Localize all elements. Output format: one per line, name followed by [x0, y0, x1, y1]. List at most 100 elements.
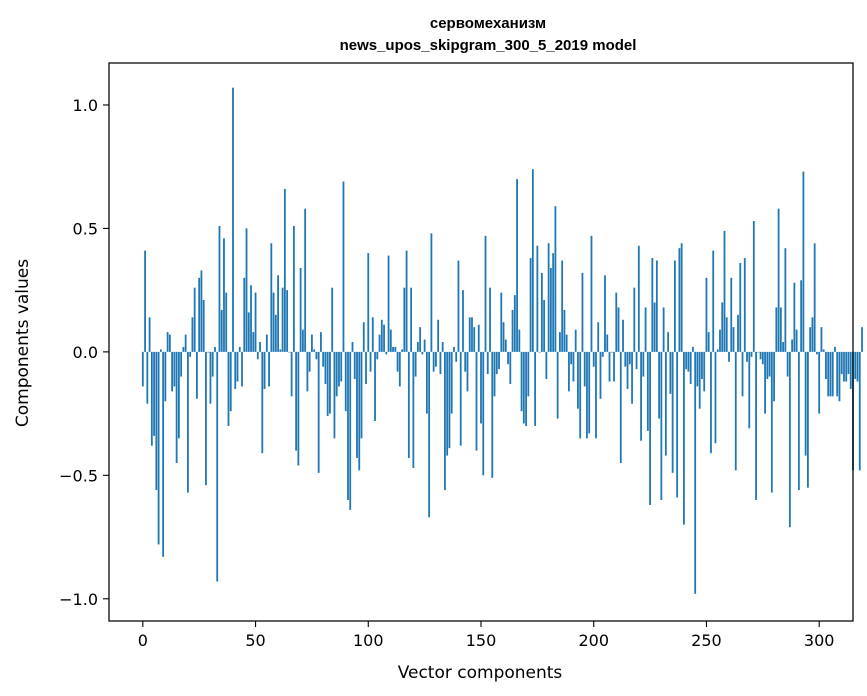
bar-157: [495, 351, 498, 375]
bar-251: [707, 332, 710, 352]
bar-66: [290, 351, 293, 397]
bar-197: [586, 351, 588, 439]
bar-45: [243, 277, 246, 352]
bar-79: [320, 332, 322, 352]
bar-80: [322, 351, 325, 367]
bar-203: [599, 351, 602, 399]
bar-106: [380, 319, 383, 352]
bar-283: [779, 307, 782, 352]
bar-219: [635, 351, 638, 370]
bar-292: [800, 280, 803, 352]
y-tick-label: −1.0: [59, 590, 98, 609]
bar-91: [347, 351, 349, 501]
bar-260: [728, 351, 730, 362]
bar-1: [144, 250, 146, 352]
bar-156: [493, 351, 496, 397]
bar-232: [664, 351, 667, 456]
bar-279: [770, 351, 773, 493]
bar-52: [259, 342, 261, 352]
bar-167: [518, 329, 521, 352]
bar-189: [568, 351, 570, 392]
bar-259: [725, 317, 728, 352]
bar-237: [676, 351, 679, 498]
bar-94: [353, 351, 356, 380]
bar-33: [216, 351, 219, 582]
x-tick-label: 300: [804, 631, 835, 650]
bar-35: [220, 309, 223, 352]
bar-138: [453, 346, 455, 352]
bar-305: [829, 351, 832, 397]
bar-41: [234, 351, 237, 389]
y-axis-label: Components values: [13, 259, 33, 427]
bar-256: [719, 329, 721, 352]
bar-127: [428, 351, 431, 518]
bar-177: [540, 272, 543, 352]
bar-210: [615, 292, 618, 352]
bar-313: [847, 351, 850, 375]
bar-275: [761, 351, 764, 365]
bar-263: [734, 351, 737, 471]
bar-278: [768, 351, 771, 377]
bar-298: [813, 243, 816, 352]
bar-153: [486, 351, 489, 375]
bar-250: [705, 277, 708, 352]
bar-193: [577, 351, 579, 409]
bar-21: [189, 351, 192, 357]
bar-238: [678, 248, 681, 352]
bar-150: [480, 351, 482, 424]
bar-64: [286, 290, 289, 352]
bar-65: [288, 351, 291, 353]
bar-82: [326, 351, 329, 417]
bar-122: [416, 342, 419, 352]
bar-63: [283, 188, 286, 352]
bar-71: [301, 329, 304, 352]
bar-307: [834, 346, 836, 352]
bar-116: [403, 287, 406, 352]
bar-95: [356, 351, 358, 459]
bar-252: [710, 351, 712, 454]
bar-274: [759, 351, 762, 360]
bar-142: [462, 290, 464, 352]
bar-46: [245, 228, 248, 352]
bar-261: [730, 277, 733, 352]
bar-178: [543, 300, 546, 352]
bar-14: [173, 351, 176, 387]
bar-319: [861, 327, 863, 352]
bar-140: [457, 260, 460, 352]
bar-24: [196, 351, 198, 399]
bar-161: [504, 339, 507, 352]
bar-204: [601, 351, 604, 357]
bar-179: [545, 351, 548, 380]
y-tick-label: 0.0: [73, 343, 98, 362]
bar-2: [146, 351, 149, 404]
bar-190: [570, 351, 573, 365]
bar-50: [254, 292, 257, 352]
bar-244: [692, 346, 694, 352]
bar-118: [407, 351, 410, 459]
bar-163: [509, 351, 512, 384]
x-tick-label: 150: [466, 631, 497, 650]
bar-316: [854, 351, 857, 380]
bar-233: [667, 332, 670, 352]
bar-221: [640, 351, 642, 441]
bar-67: [292, 225, 295, 352]
bar-76: [313, 349, 316, 352]
bar-172: [529, 258, 532, 352]
bar-129: [432, 351, 435, 372]
bar-30: [209, 351, 212, 404]
bar-184: [556, 351, 559, 419]
bar-226: [651, 258, 654, 352]
bar-277: [766, 351, 769, 380]
bar-300: [818, 351, 821, 414]
bar-168: [520, 351, 523, 412]
bar-51: [256, 351, 259, 360]
bar-148: [475, 351, 478, 451]
bar-12: [168, 334, 171, 352]
bar-130: [435, 351, 437, 367]
bar-68: [295, 351, 298, 451]
bar-19: [184, 334, 187, 352]
bar-272: [755, 351, 757, 501]
bar-248: [701, 351, 703, 380]
bars-group: [141, 87, 863, 594]
